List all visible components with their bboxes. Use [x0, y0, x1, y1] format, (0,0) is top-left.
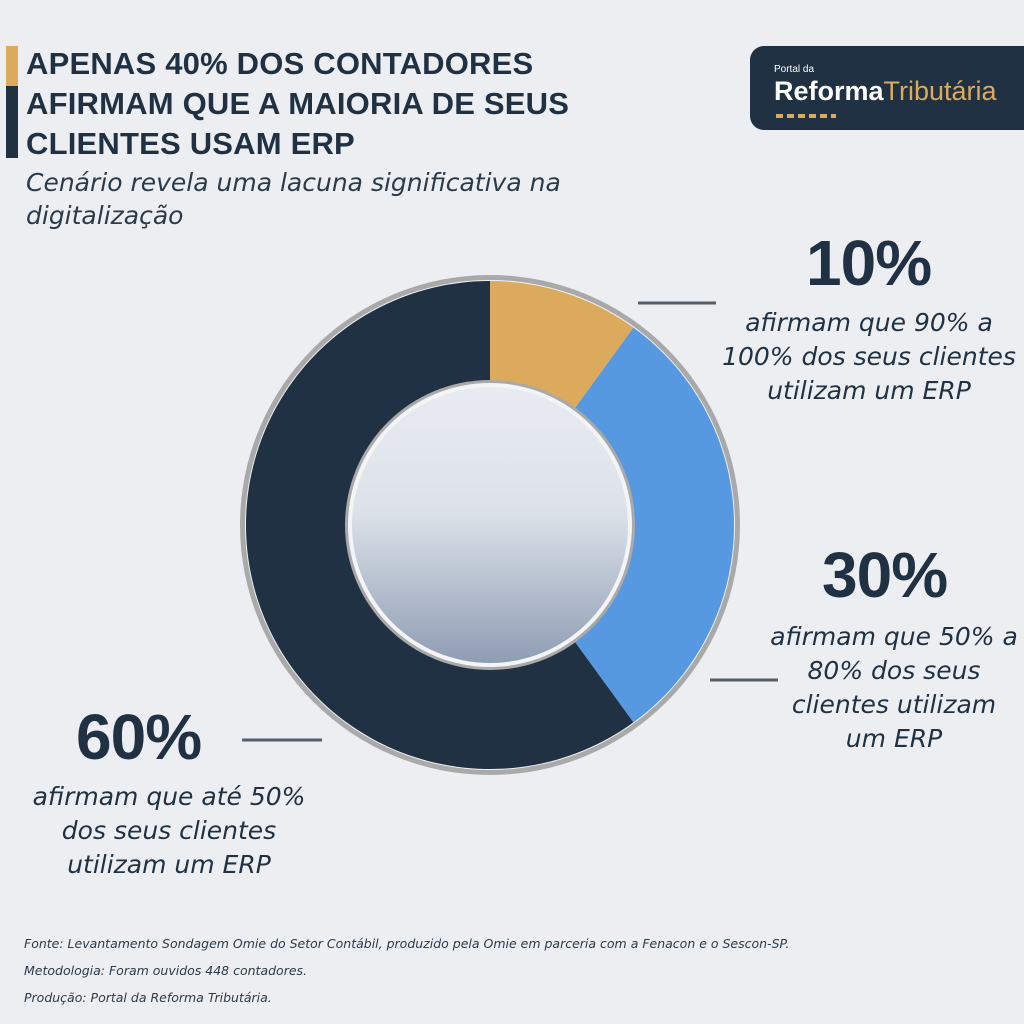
- logo-bold-text: Reforma: [774, 76, 884, 106]
- data-label-10: 10%: [806, 227, 932, 299]
- data-label-30: 30%: [822, 539, 948, 611]
- slice-description-60: afirmam que até 50% dos seus clientes ut…: [32, 782, 306, 879]
- title-line: AFIRMAM QUE A MAIORIA DE SEUS: [26, 86, 570, 121]
- footer-methodology: Metodologia: Foram ouvidos 448 contadore…: [24, 963, 308, 978]
- logo-dots: [776, 114, 836, 118]
- page-title: APENAS 40% DOS CONTADORES AFIRMAM QUE A …: [26, 44, 726, 164]
- logo-small-text: Portal da: [774, 64, 815, 75]
- title-line: CLIENTES USAM ERP: [26, 126, 355, 161]
- slice-description-30: afirmam que 50% a 80% dos seus clientes …: [770, 622, 1018, 753]
- donut-hole: [352, 387, 628, 663]
- logo-wordmark: ReformaTributária: [774, 76, 997, 107]
- data-label-60: 60%: [76, 701, 202, 773]
- title-accent-bar-gold: [6, 46, 18, 86]
- footer-source: Fonte: Levantamento Sondagem Omie do Set…: [24, 936, 790, 951]
- page-subtitle: Cenário revela uma lacuna significativa …: [26, 168, 561, 230]
- logo-accent-text: Tributária: [883, 76, 997, 106]
- brand-logo: Portal da ReformaTributária: [750, 46, 1024, 130]
- footer-production: Produção: Portal da Reforma Tributária.: [24, 990, 272, 1005]
- slice-description-10: afirmam que 90% a 100% dos seus clientes…: [722, 308, 1016, 405]
- title-line: APENAS 40% DOS CONTADORES: [26, 46, 534, 81]
- title-accent-bar-navy: [6, 86, 18, 158]
